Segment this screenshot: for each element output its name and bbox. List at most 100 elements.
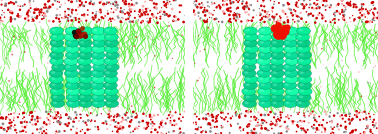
Point <box>144 20 150 22</box>
Point <box>117 30 123 32</box>
Point <box>21 116 27 118</box>
Ellipse shape <box>299 29 303 31</box>
Point <box>39 14 45 16</box>
Point <box>44 10 50 12</box>
Point <box>78 20 84 22</box>
Point <box>349 118 355 120</box>
Ellipse shape <box>247 47 251 50</box>
Point <box>56 14 62 16</box>
Point <box>111 116 117 118</box>
Point <box>22 126 28 128</box>
Point <box>342 127 348 129</box>
Point <box>359 5 365 7</box>
Point <box>245 110 251 113</box>
Point <box>144 122 150 124</box>
Point <box>8 12 14 14</box>
Point <box>212 126 218 128</box>
Point <box>212 121 218 123</box>
Point <box>95 126 101 128</box>
Point <box>228 10 234 12</box>
Point <box>262 10 268 13</box>
Point <box>367 20 373 22</box>
Point <box>284 16 290 18</box>
Point <box>297 120 303 122</box>
Point <box>118 50 124 53</box>
Point <box>9 11 15 13</box>
Point <box>45 0 51 3</box>
Ellipse shape <box>285 57 299 65</box>
Point <box>46 7 52 9</box>
Point <box>115 128 121 130</box>
Point <box>11 36 17 38</box>
Point <box>161 11 167 13</box>
Ellipse shape <box>93 53 98 56</box>
Point <box>30 18 36 20</box>
Point <box>262 120 268 122</box>
Point <box>147 114 153 116</box>
Point <box>211 100 217 102</box>
Point <box>347 115 353 118</box>
Point <box>314 3 321 5</box>
Point <box>259 119 265 121</box>
Point <box>108 8 115 10</box>
Ellipse shape <box>104 33 118 41</box>
Point <box>15 5 21 7</box>
Point <box>277 114 284 116</box>
Point <box>177 113 183 115</box>
Point <box>110 18 116 20</box>
Point <box>167 111 174 113</box>
Point <box>249 20 255 22</box>
Point <box>57 114 64 116</box>
Point <box>16 113 22 115</box>
Point <box>249 17 256 19</box>
Ellipse shape <box>77 63 91 71</box>
Point <box>193 121 199 123</box>
Point <box>98 11 104 13</box>
Point <box>329 120 335 122</box>
Point <box>296 20 302 22</box>
Point <box>362 16 368 18</box>
Point <box>85 14 91 16</box>
Point <box>350 6 356 8</box>
Point <box>54 116 60 118</box>
Point <box>370 4 376 6</box>
Ellipse shape <box>259 99 273 108</box>
Point <box>127 121 133 123</box>
Point <box>67 15 73 18</box>
Ellipse shape <box>93 95 98 98</box>
Ellipse shape <box>80 35 84 38</box>
Point <box>101 3 107 5</box>
Point <box>53 133 59 134</box>
Point <box>322 9 328 11</box>
Point <box>327 6 333 9</box>
Point <box>116 47 122 49</box>
Ellipse shape <box>68 53 72 56</box>
Point <box>314 0 320 1</box>
Point <box>297 42 303 44</box>
Ellipse shape <box>299 59 304 62</box>
Point <box>300 47 306 49</box>
Point <box>57 122 63 124</box>
Ellipse shape <box>93 47 98 50</box>
Point <box>197 18 203 20</box>
Point <box>122 0 129 2</box>
Point <box>113 1 119 3</box>
Point <box>303 131 309 133</box>
Point <box>47 6 53 8</box>
Point <box>2 86 8 88</box>
Point <box>235 1 241 3</box>
Point <box>319 17 325 19</box>
Ellipse shape <box>285 27 299 35</box>
Point <box>47 120 53 122</box>
Ellipse shape <box>270 87 284 96</box>
Point <box>220 111 226 113</box>
Ellipse shape <box>92 99 106 108</box>
Point <box>211 9 217 12</box>
Ellipse shape <box>257 69 271 77</box>
Point <box>24 121 30 123</box>
Point <box>372 19 378 22</box>
Ellipse shape <box>259 63 273 71</box>
Ellipse shape <box>259 71 263 74</box>
Point <box>207 115 213 117</box>
Point <box>200 130 206 132</box>
